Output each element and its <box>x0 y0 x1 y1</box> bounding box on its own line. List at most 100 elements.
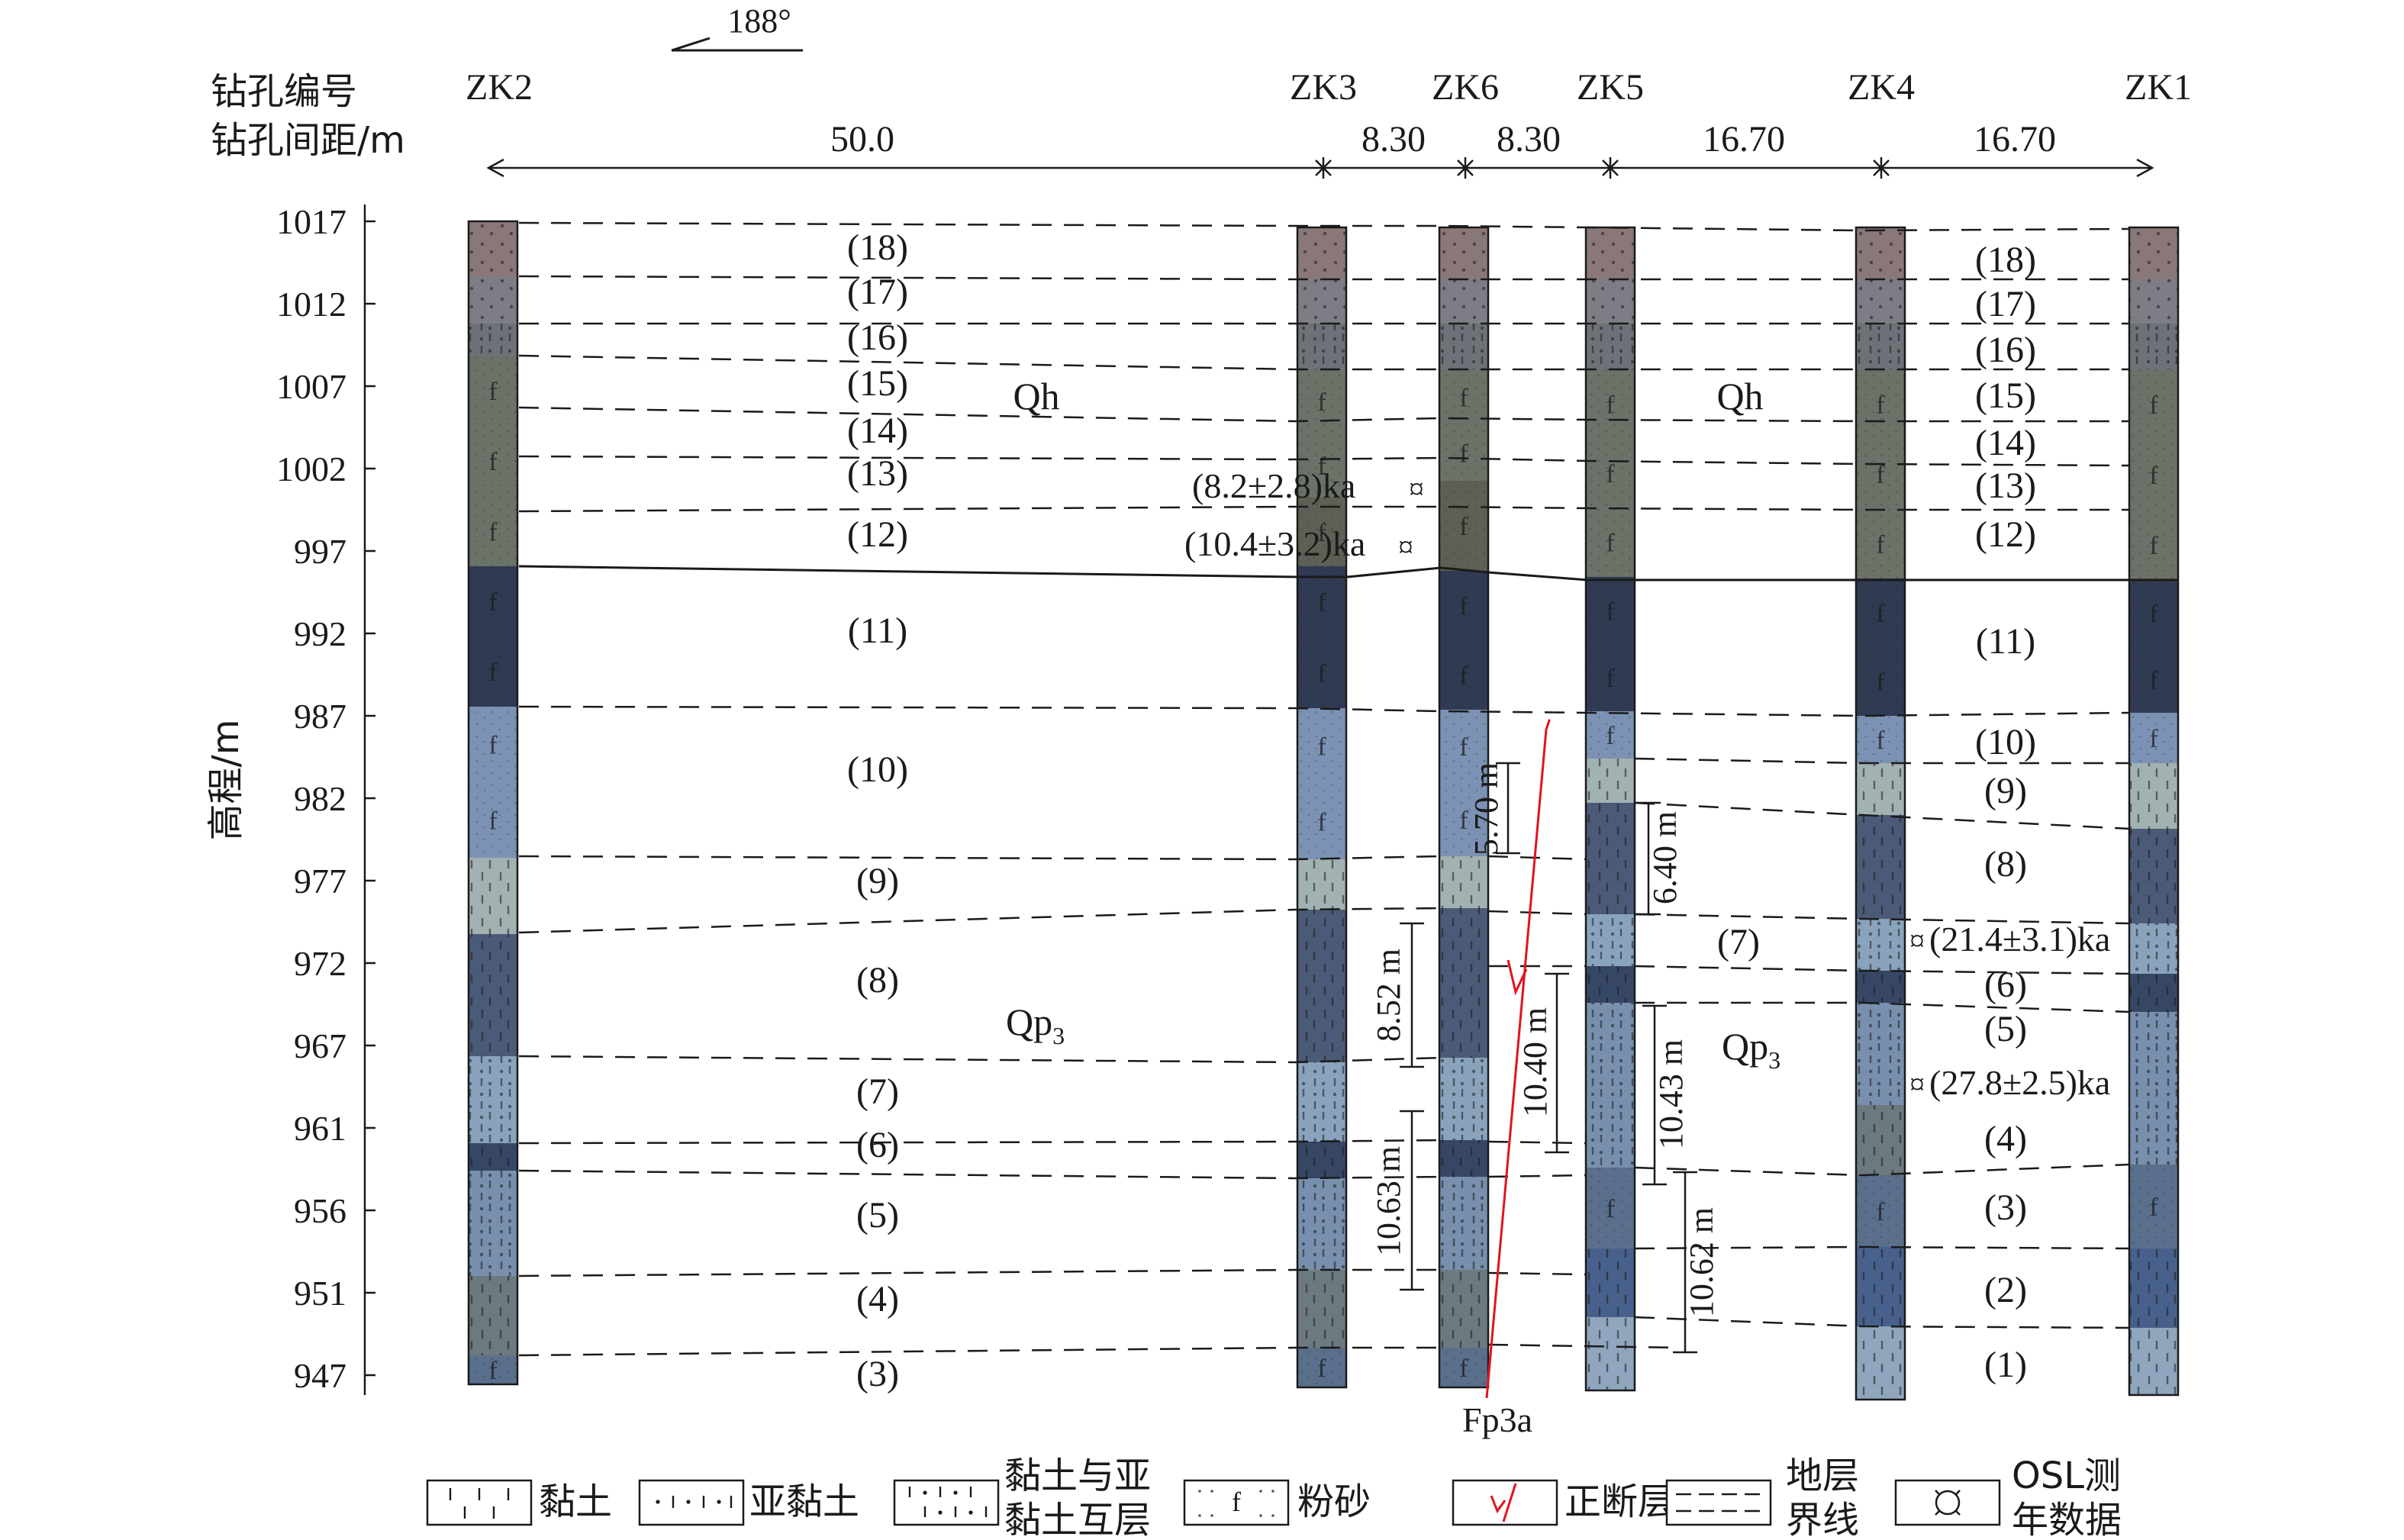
legend: 黏土 亚黏土 黏土与亚 黏土互层 f 粉砂 正断层 <box>426 1455 2122 1540</box>
stratum-boundary-line <box>1487 1174 1587 1178</box>
silt-mark: f <box>2149 532 2158 560</box>
osl-symbol: ¤ <box>1398 530 1413 564</box>
unit-label-qp: Qp3 <box>1722 1025 1780 1074</box>
silt-mark: f <box>2149 725 2158 753</box>
silt-mark: f <box>1459 733 1468 762</box>
silt-mark: f <box>2149 601 2158 629</box>
elevation-tick-label: 1012 <box>276 285 346 324</box>
elevation-tick-label: 967 <box>294 1026 346 1065</box>
layer-label: (14) <box>1975 423 2036 463</box>
layer-label: (5) <box>1984 1009 2027 1049</box>
silt-mark: f <box>488 378 498 406</box>
silt-mark: f <box>2149 667 2158 695</box>
layer-label: (12) <box>847 514 908 555</box>
legend-item-osl: OSL测 年数据 <box>1894 1455 2122 1540</box>
layer-label: (4) <box>856 1279 899 1319</box>
fault-arrow <box>1507 959 1528 996</box>
silt-mark: f <box>2149 462 2158 490</box>
elevation-tick-label: 972 <box>294 944 346 983</box>
borehole-name: ZK1 <box>2125 67 2192 108</box>
fault-label: Fp3a <box>1462 1400 1532 1439</box>
layer-label: (10) <box>847 749 908 790</box>
stratum-boundary-line <box>518 1268 1441 1277</box>
borehole-column-zk4: f f f f f f f <box>1855 226 1906 1401</box>
silt-mark: f <box>2149 391 2158 420</box>
silt-mark: f <box>1606 391 1615 419</box>
layer-label: (12) <box>1975 514 2036 555</box>
layer-label: (9) <box>856 861 899 901</box>
silt-mark: f <box>1606 530 1615 558</box>
layer-label: (18) <box>1975 240 2036 280</box>
silt-mark: f <box>1606 598 1615 626</box>
borehole-names: ZK2 ZK3 ZK6 ZK5 ZK4 ZK1 <box>466 67 2192 108</box>
column-outline <box>1296 226 1348 1389</box>
silt-mark: f <box>1876 461 1885 489</box>
spacing-value: 16.70 <box>1974 119 2056 159</box>
elevation-tick-label: 1017 <box>276 202 346 241</box>
column-outline <box>2128 226 2180 1397</box>
qh-qp-boundary <box>518 565 2178 582</box>
layer-label: (6) <box>1984 965 2027 1005</box>
borehole-id-label: 钻孔编号 <box>211 70 357 113</box>
stratum-boundary-line <box>1634 801 2130 830</box>
legend-label: 正断层 <box>1565 1480 1674 1523</box>
layer-label: (4) <box>1984 1119 2027 1159</box>
column-outline <box>467 220 519 1386</box>
layer-labels-right: (18) (17) (16) (15) (14) (13) (12) (11) … <box>1717 240 2036 1385</box>
silt-mark: f <box>2149 1194 2158 1222</box>
stratum-boundary-line <box>1634 1163 2130 1177</box>
stratum-boundary-line <box>1635 1001 2130 1013</box>
borehole-column-zk5: f f f f f f f <box>1584 226 1636 1392</box>
layer-label: (1) <box>1984 1345 2027 1385</box>
elevation-tick-label: 961 <box>294 1109 346 1148</box>
silt-symbol: f <box>1232 1487 1241 1517</box>
elevation-tick-label: 977 <box>294 862 346 900</box>
layer-label: (15) <box>1975 375 2036 416</box>
elevation-tick-label: 992 <box>294 614 346 653</box>
silt-mark: f <box>1876 1198 1885 1226</box>
stratum-boundary-line <box>1634 1245 2130 1250</box>
silt-mark: f <box>1459 385 1468 413</box>
stratum-boundary-line <box>518 705 2130 717</box>
elevation-tick-label: 1002 <box>276 449 346 488</box>
stratum-boundary-line <box>518 221 2130 232</box>
stratum-boundary-line <box>1487 1140 1587 1145</box>
unit-label-qh: Qh <box>1716 375 1763 417</box>
legend-item-silty-clay: 亚黏土 <box>638 1479 859 1526</box>
legend-label: 地层 <box>1786 1455 1859 1497</box>
silt-mark: f <box>1459 807 1468 835</box>
layer-label: (3) <box>856 1354 899 1394</box>
elevation-tick-label: 1007 <box>276 367 346 406</box>
silt-mark: f <box>1606 460 1615 488</box>
borehole-column-zk1: f f f f f f f <box>2128 226 2180 1397</box>
legend-label: 黏土互层 <box>1004 1499 1151 1540</box>
spacing-value: 8.30 <box>1362 119 1426 159</box>
layer-label: (7) <box>856 1071 899 1112</box>
osl-symbol: ¤ <box>1409 472 1424 506</box>
stratigraphic-units: Qh Qh Qp3 Qp3 <box>1006 375 1780 1074</box>
legend-item-fault: 正断层 <box>1452 1479 1674 1526</box>
osl-date: (8.2±2.8)ka <box>1192 466 1355 505</box>
silt-mark: f <box>1317 733 1326 762</box>
silt-mark: f <box>1876 727 1885 755</box>
layer-label: (16) <box>1975 330 2036 370</box>
borehole-spacing-label: 钻孔间距/m <box>211 119 405 162</box>
silt-mark: f <box>1317 1355 1326 1383</box>
legend-label: 界线 <box>1786 1499 1859 1540</box>
orientation-label: 188° <box>727 2 791 40</box>
stratum-boundary-line <box>518 855 1442 861</box>
osl-date: (10.4±3.2)ka <box>1184 524 1365 563</box>
osl-symbol: ¤ <box>1909 1067 1925 1101</box>
borehole-name: ZK6 <box>1432 67 1499 108</box>
stratum-boundary-line <box>518 406 2129 423</box>
offset-value: 5.70 m <box>1468 762 1505 855</box>
layer-label: (5) <box>856 1195 899 1236</box>
silt-mark: f <box>1606 722 1615 750</box>
legend-item-interbed: 黏土与亚 黏土互层 <box>893 1455 1151 1540</box>
osl-date: (27.8±2.5)ka <box>1929 1063 2110 1102</box>
offset-value: 10.40 m <box>1516 1007 1554 1117</box>
elevation-tick-label: 987 <box>294 697 346 736</box>
